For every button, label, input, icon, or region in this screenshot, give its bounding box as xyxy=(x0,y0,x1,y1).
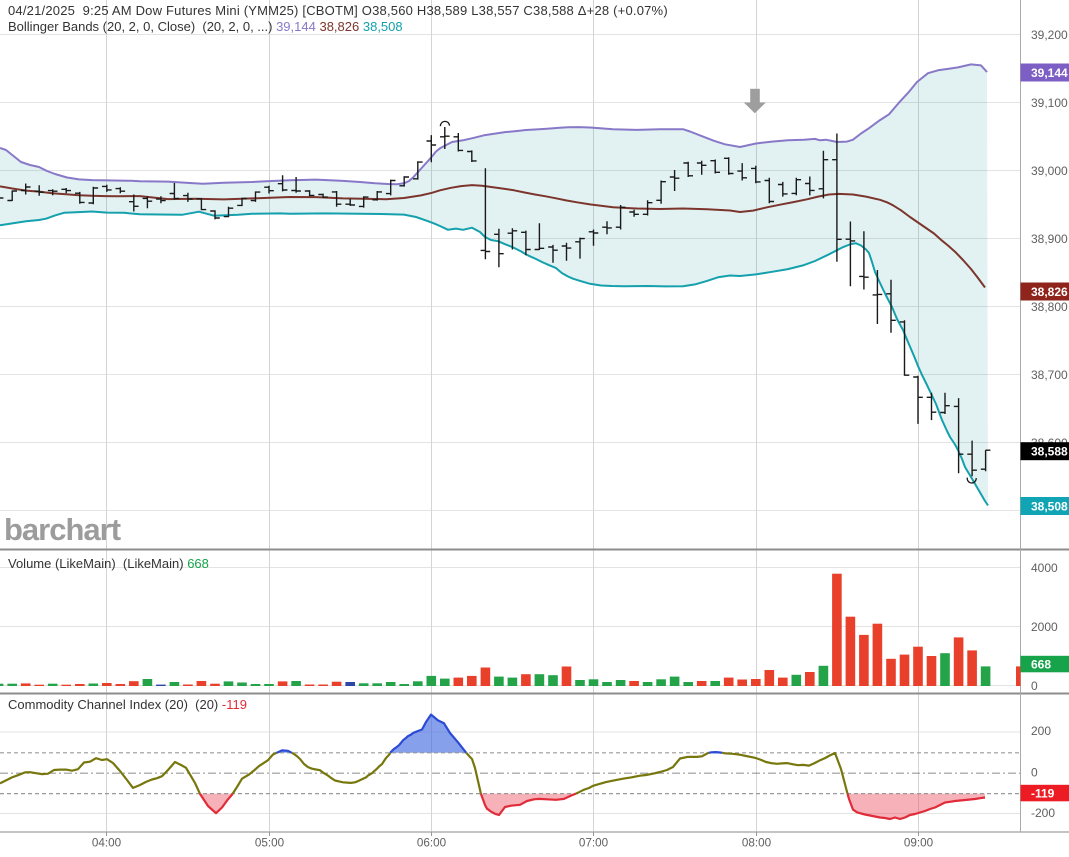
svg-text:38,508: 38,508 xyxy=(1031,499,1068,513)
svg-text:39,200: 39,200 xyxy=(1031,28,1068,42)
svg-text:38,588: 38,588 xyxy=(1031,445,1068,459)
svg-text:09:00: 09:00 xyxy=(904,837,934,850)
svg-text:39,000: 39,000 xyxy=(1031,164,1068,178)
svg-text:08:00: 08:00 xyxy=(742,837,772,850)
svg-text:04/21/2025 9:25 AM Dow Future: 04/21/2025 9:25 AM Dow Futures Mini (YMM… xyxy=(8,3,668,18)
svg-text:200: 200 xyxy=(1031,724,1051,738)
svg-text:Bollinger Bands (20, 2, 0, Clo: Bollinger Bands (20, 2, 0, Close) (20, 2… xyxy=(8,19,403,34)
svg-text:38,826: 38,826 xyxy=(1031,285,1068,299)
svg-text:4000: 4000 xyxy=(1031,561,1058,575)
svg-text:-119: -119 xyxy=(1031,786,1055,800)
svg-text:39,100: 39,100 xyxy=(1031,96,1068,110)
svg-text:04:00: 04:00 xyxy=(92,837,122,850)
svg-text:Commodity Channel Index (20): Commodity Channel Index (20) (20) -119 xyxy=(8,697,247,712)
svg-text:0: 0 xyxy=(1031,766,1038,780)
svg-text:05:00: 05:00 xyxy=(255,837,285,850)
svg-text:barchart: barchart xyxy=(4,512,121,547)
svg-text:2000: 2000 xyxy=(1031,620,1058,634)
svg-text:38,700: 38,700 xyxy=(1031,368,1068,382)
svg-text:0: 0 xyxy=(1031,679,1038,693)
svg-text:06:00: 06:00 xyxy=(417,837,447,850)
svg-text:668: 668 xyxy=(1031,657,1051,671)
svg-text:38,900: 38,900 xyxy=(1031,232,1068,246)
svg-text:Volume (LikeMain) (LikeMain): Volume (LikeMain) (LikeMain) 668 xyxy=(8,556,209,571)
svg-text:07:00: 07:00 xyxy=(579,837,609,850)
svg-text:-200: -200 xyxy=(1031,806,1055,820)
svg-text:38,800: 38,800 xyxy=(1031,300,1068,314)
svg-text:39,144: 39,144 xyxy=(1031,66,1068,80)
